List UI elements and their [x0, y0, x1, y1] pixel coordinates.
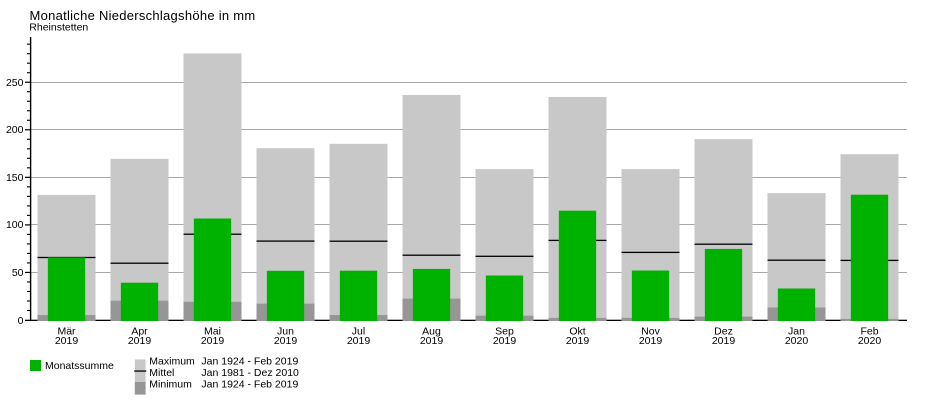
svg-text:2019: 2019 [274, 335, 298, 347]
svg-text:2019: 2019 [347, 335, 371, 347]
svg-text:2020: 2020 [858, 335, 882, 347]
svg-text:2019: 2019 [55, 335, 79, 347]
svg-text:100: 100 [6, 219, 24, 231]
svg-text:Feb: Feb [860, 326, 878, 338]
svg-text:Mär: Mär [57, 326, 76, 338]
svg-text:Nov: Nov [641, 326, 660, 338]
svg-text:200: 200 [6, 124, 24, 136]
svg-text:Mittel: Mittel [149, 367, 174, 379]
svg-text:Okt: Okt [569, 326, 585, 338]
svg-text:250: 250 [6, 77, 24, 89]
svg-text:Jul: Jul [352, 326, 365, 338]
svg-text:Aug: Aug [422, 326, 441, 338]
svg-text:Jan 1924 - Feb 2019: Jan 1924 - Feb 2019 [201, 379, 298, 391]
svg-text:2020: 2020 [785, 335, 809, 347]
svg-text:Minimum: Minimum [149, 379, 192, 391]
svg-text:Apr: Apr [131, 326, 148, 338]
svg-text:Dez: Dez [714, 326, 733, 338]
svg-text:2019: 2019 [712, 335, 736, 347]
svg-text:Jun: Jun [277, 326, 294, 338]
svg-text:2019: 2019 [201, 335, 225, 347]
svg-text:2019: 2019 [128, 335, 152, 347]
svg-text:Sep: Sep [495, 326, 514, 338]
svg-text:2019: 2019 [420, 335, 444, 347]
svg-text:Monatssumme: Monatssumme [45, 360, 114, 372]
svg-text:Jan 1981 - Dez 2010: Jan 1981 - Dez 2010 [201, 367, 299, 379]
svg-text:50: 50 [12, 267, 24, 279]
svg-text:2019: 2019 [566, 335, 590, 347]
svg-text:Jan 1924 - Feb 2019: Jan 1924 - Feb 2019 [201, 356, 298, 368]
svg-text:Maximum: Maximum [149, 356, 195, 368]
svg-text:2019: 2019 [639, 335, 663, 347]
svg-text:Mai: Mai [204, 326, 221, 338]
svg-text:0: 0 [18, 315, 24, 327]
svg-text:2019: 2019 [493, 335, 517, 347]
svg-text:150: 150 [6, 172, 24, 184]
svg-text:Jan: Jan [788, 326, 805, 338]
svg-text:Rheinstetten: Rheinstetten [29, 21, 88, 33]
svg-text:Monatliche Niederschlagshöhe i: Monatliche Niederschlagshöhe in mm [30, 8, 256, 23]
